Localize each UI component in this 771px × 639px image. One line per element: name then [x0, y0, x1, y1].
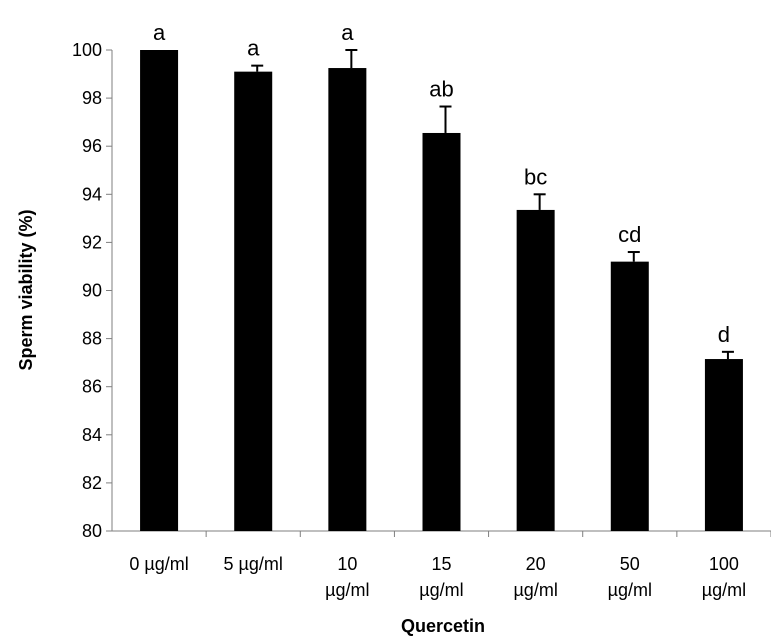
significance-label: bc [524, 164, 547, 189]
bar [516, 209, 555, 531]
y-tick-label: 100 [72, 40, 102, 60]
significance-label: cd [618, 222, 641, 247]
bar [234, 71, 273, 532]
y-tick-label: 98 [82, 88, 102, 108]
y-axis: 80 82 84 86 88 90 92 94 96 98 100 [72, 40, 113, 541]
y-tick-label: 82 [82, 473, 102, 493]
x-tick-label: 0 µg/ml [129, 554, 188, 574]
x-tick-label: 15 [431, 554, 451, 574]
y-tick-label: 86 [82, 377, 102, 397]
x-tick-label: 5 µg/ml [224, 554, 283, 574]
x-tick-label: µg/ml [513, 580, 557, 600]
y-tick-label: 90 [82, 281, 102, 301]
x-tick-label: 50 [620, 554, 640, 574]
significance-label: a [247, 36, 260, 61]
x-tick-label: µg/ml [419, 580, 463, 600]
x-tick-label: µg/ml [608, 580, 652, 600]
x-tick-label: 100 [709, 554, 739, 574]
bar [704, 359, 743, 531]
bar [610, 261, 649, 531]
x-tick-label: µg/ml [702, 580, 746, 600]
y-tick-label: 96 [82, 136, 102, 156]
y-tick-label: 94 [82, 184, 102, 204]
y-axis-title: Sperm viability (%) [16, 209, 36, 370]
bar [328, 68, 367, 531]
significance-label: ab [429, 77, 453, 102]
significance-label: a [153, 20, 166, 45]
y-tick-label: 84 [82, 425, 102, 445]
bar [140, 50, 179, 531]
x-tick-label: µg/ml [325, 580, 369, 600]
significance-label: d [718, 322, 730, 347]
x-axis: 0 µg/ml 5 µg/ml 10 µg/ml 15 µg/ml 20 µg/ml 50 µg/… [112, 530, 771, 600]
x-tick-label: 10 [337, 554, 357, 574]
significance-label: a [341, 20, 354, 45]
y-tick-label: 88 [82, 329, 102, 349]
y-tick-label: 92 [82, 232, 102, 252]
x-axis-title: Quercetin [401, 616, 485, 636]
bars: a a a ab bc cd d [140, 20, 743, 532]
x-tick-label: 20 [526, 554, 546, 574]
bar [422, 132, 461, 531]
y-tick-label: 80 [82, 521, 102, 541]
